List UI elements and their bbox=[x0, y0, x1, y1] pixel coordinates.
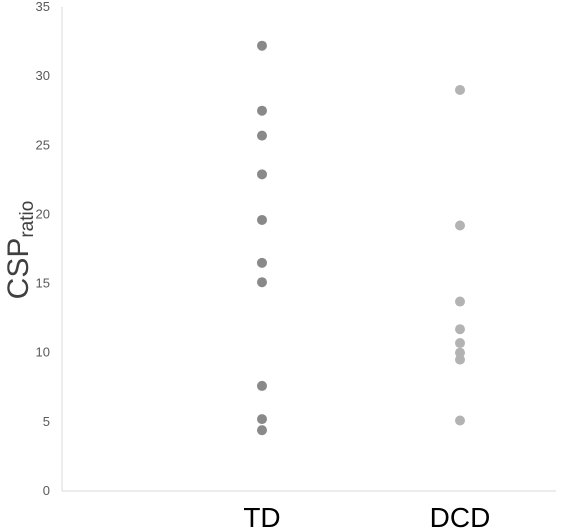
y-tick-label: 15 bbox=[36, 276, 50, 291]
data-point bbox=[257, 425, 267, 436]
x-category-label: DCD bbox=[430, 502, 491, 532]
data-point bbox=[455, 338, 465, 349]
data-point bbox=[455, 354, 465, 365]
y-axis-label: CSPratio bbox=[2, 201, 38, 300]
data-point bbox=[455, 415, 465, 426]
y-tick-label: 0 bbox=[43, 483, 50, 498]
data-point bbox=[257, 380, 267, 391]
y-tick-labels: 0 5 10 15 20 25 30 35 bbox=[36, 0, 50, 498]
y-tick-label: 25 bbox=[36, 137, 50, 152]
y-axis-label-main: CSP bbox=[2, 238, 35, 300]
y-tick-label: 10 bbox=[36, 345, 50, 360]
series-td bbox=[257, 40, 267, 436]
x-category-labels: TD DCD bbox=[243, 502, 490, 532]
data-point bbox=[455, 296, 465, 307]
data-point bbox=[455, 324, 465, 335]
x-category-label: TD bbox=[243, 502, 280, 532]
data-point bbox=[257, 105, 267, 116]
series-dcd bbox=[455, 84, 465, 426]
y-tick-label: 35 bbox=[36, 0, 50, 14]
axes bbox=[61, 7, 556, 492]
y-tick-label: 5 bbox=[43, 414, 50, 429]
data-point bbox=[257, 414, 267, 425]
data-point bbox=[257, 130, 267, 141]
data-point bbox=[257, 257, 267, 268]
data-point bbox=[455, 347, 465, 358]
data-point bbox=[455, 84, 465, 95]
data-points bbox=[257, 40, 465, 436]
data-point bbox=[257, 214, 267, 225]
y-axis-label-subscript: ratio bbox=[17, 201, 38, 238]
y-tick-label: 30 bbox=[36, 68, 50, 83]
data-point bbox=[455, 220, 465, 231]
data-point bbox=[257, 277, 267, 288]
data-point bbox=[257, 169, 267, 180]
y-tick-label: 20 bbox=[36, 206, 50, 221]
data-point bbox=[257, 40, 267, 51]
